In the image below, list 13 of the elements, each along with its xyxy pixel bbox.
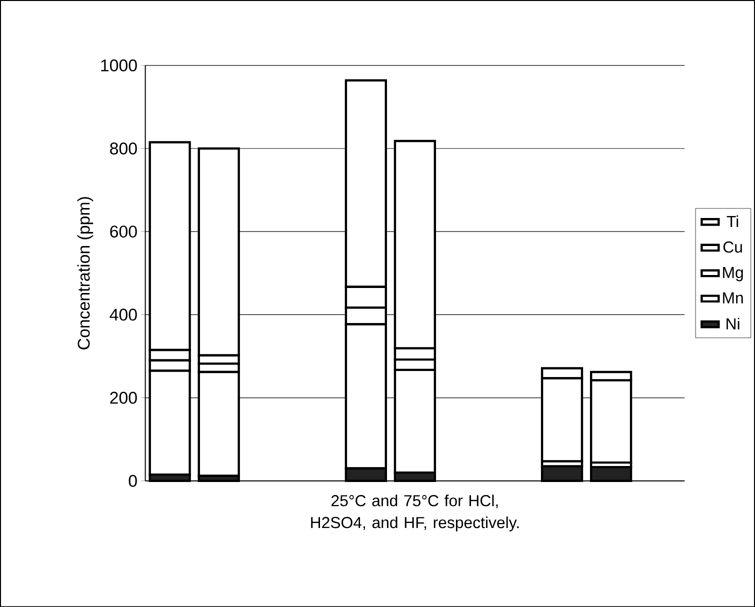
legend-label: Ni bbox=[726, 318, 740, 330]
legend-label: Mn bbox=[723, 292, 743, 304]
legend-label: Ti bbox=[726, 215, 738, 227]
legend-label: Mg bbox=[723, 266, 743, 282]
y-tick-label: 800 bbox=[110, 142, 137, 154]
y-tick-label: 600 bbox=[110, 226, 137, 238]
y-axis-title: Concentration (ppm) bbox=[77, 197, 94, 350]
y-tick-label: 400 bbox=[110, 308, 137, 321]
x-axis-title: 25°C and 75°C for HCl, H2SO4, and HF, respectively. bbox=[311, 494, 519, 532]
y-tick-label: 200 bbox=[110, 392, 137, 404]
y-tick-label: 0 bbox=[128, 474, 137, 487]
y-tick-label: 1000 bbox=[101, 59, 137, 72]
legend-label: Cu bbox=[723, 241, 742, 253]
